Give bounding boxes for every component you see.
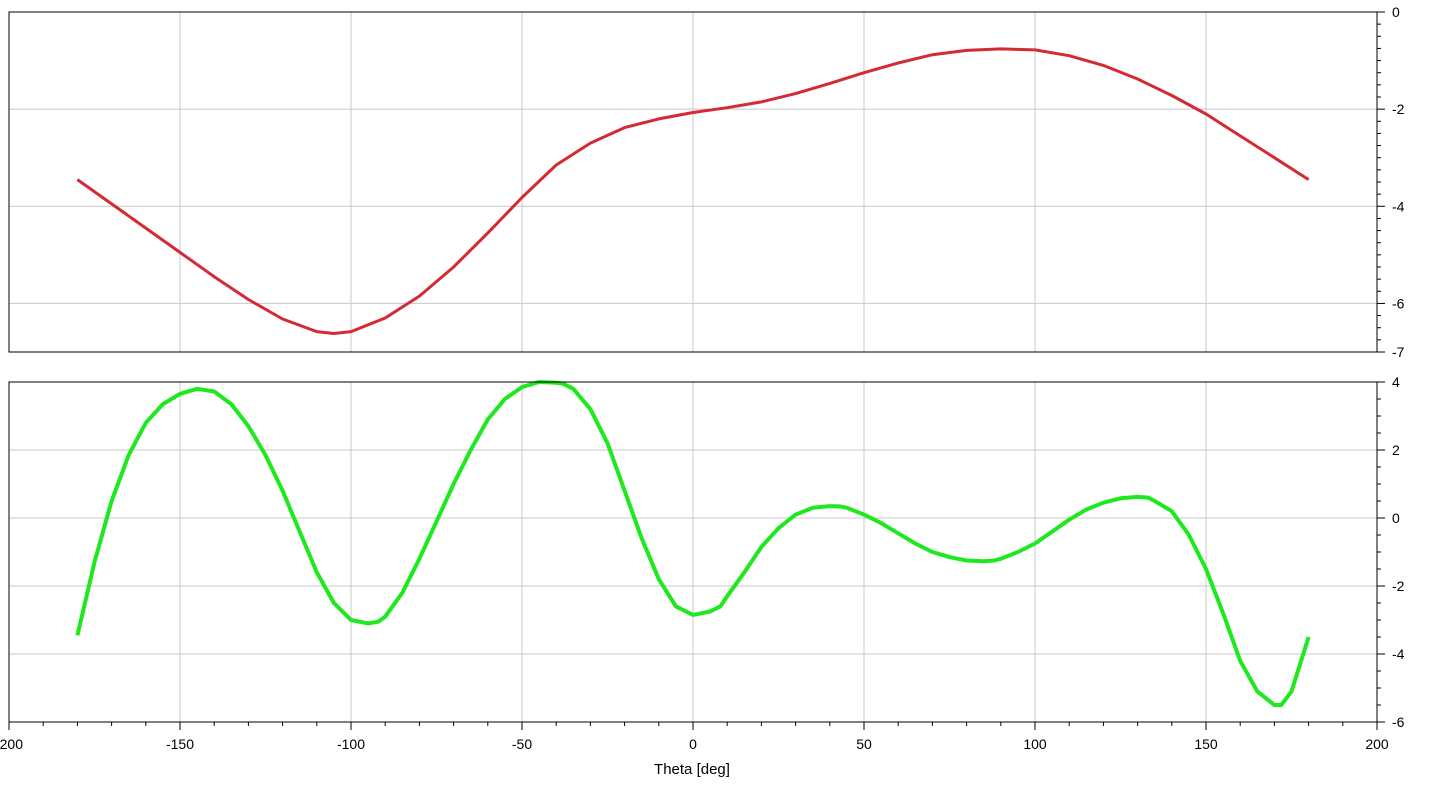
x-tick-label: 50 (856, 736, 872, 752)
bottom-series-line-0 (75, 380, 1311, 707)
x-tick-label: 0 (689, 736, 697, 752)
x-tick-label: 100 (1023, 736, 1047, 752)
x-tick-label: -50 (512, 736, 532, 752)
x-tick-label: 200 (1365, 736, 1389, 752)
x-tick-label: 150 (1194, 736, 1218, 752)
bottom-y-tick-label: -6 (1392, 714, 1405, 730)
bottom-y-tick-label: -4 (1392, 646, 1405, 662)
bottom-plot-panel: 4 2 0 -2 -4 -6 (8, 374, 1405, 730)
top-y-tick-label: 0 (1392, 4, 1400, 20)
top-series-line-0 (76, 47, 1310, 335)
bottom-y-tick-label: 4 (1392, 374, 1400, 390)
top-y-tick-label: -2 (1392, 101, 1405, 117)
x-tick-label: -100 (337, 736, 365, 752)
bottom-y-tick-label: -2 (1392, 578, 1405, 594)
bottom-y-tick-label: 2 (1392, 442, 1400, 458)
x-tick-label: -200 (0, 736, 23, 752)
top-plot-panel: 0 -2 -4 -6 -7 (8, 4, 1405, 360)
x-axis: -200 -150 -100 -50 0 50 100 150 200 (0, 722, 1389, 752)
top-y-tick-label: -4 (1392, 198, 1405, 214)
x-axis-title: Theta [deg] (654, 761, 730, 778)
top-y-tick-label: -6 (1392, 295, 1405, 311)
bottom-y-tick-label: 0 (1392, 510, 1400, 526)
x-tick-label: -150 (166, 736, 194, 752)
top-y-tick-label: -7 (1392, 344, 1405, 360)
